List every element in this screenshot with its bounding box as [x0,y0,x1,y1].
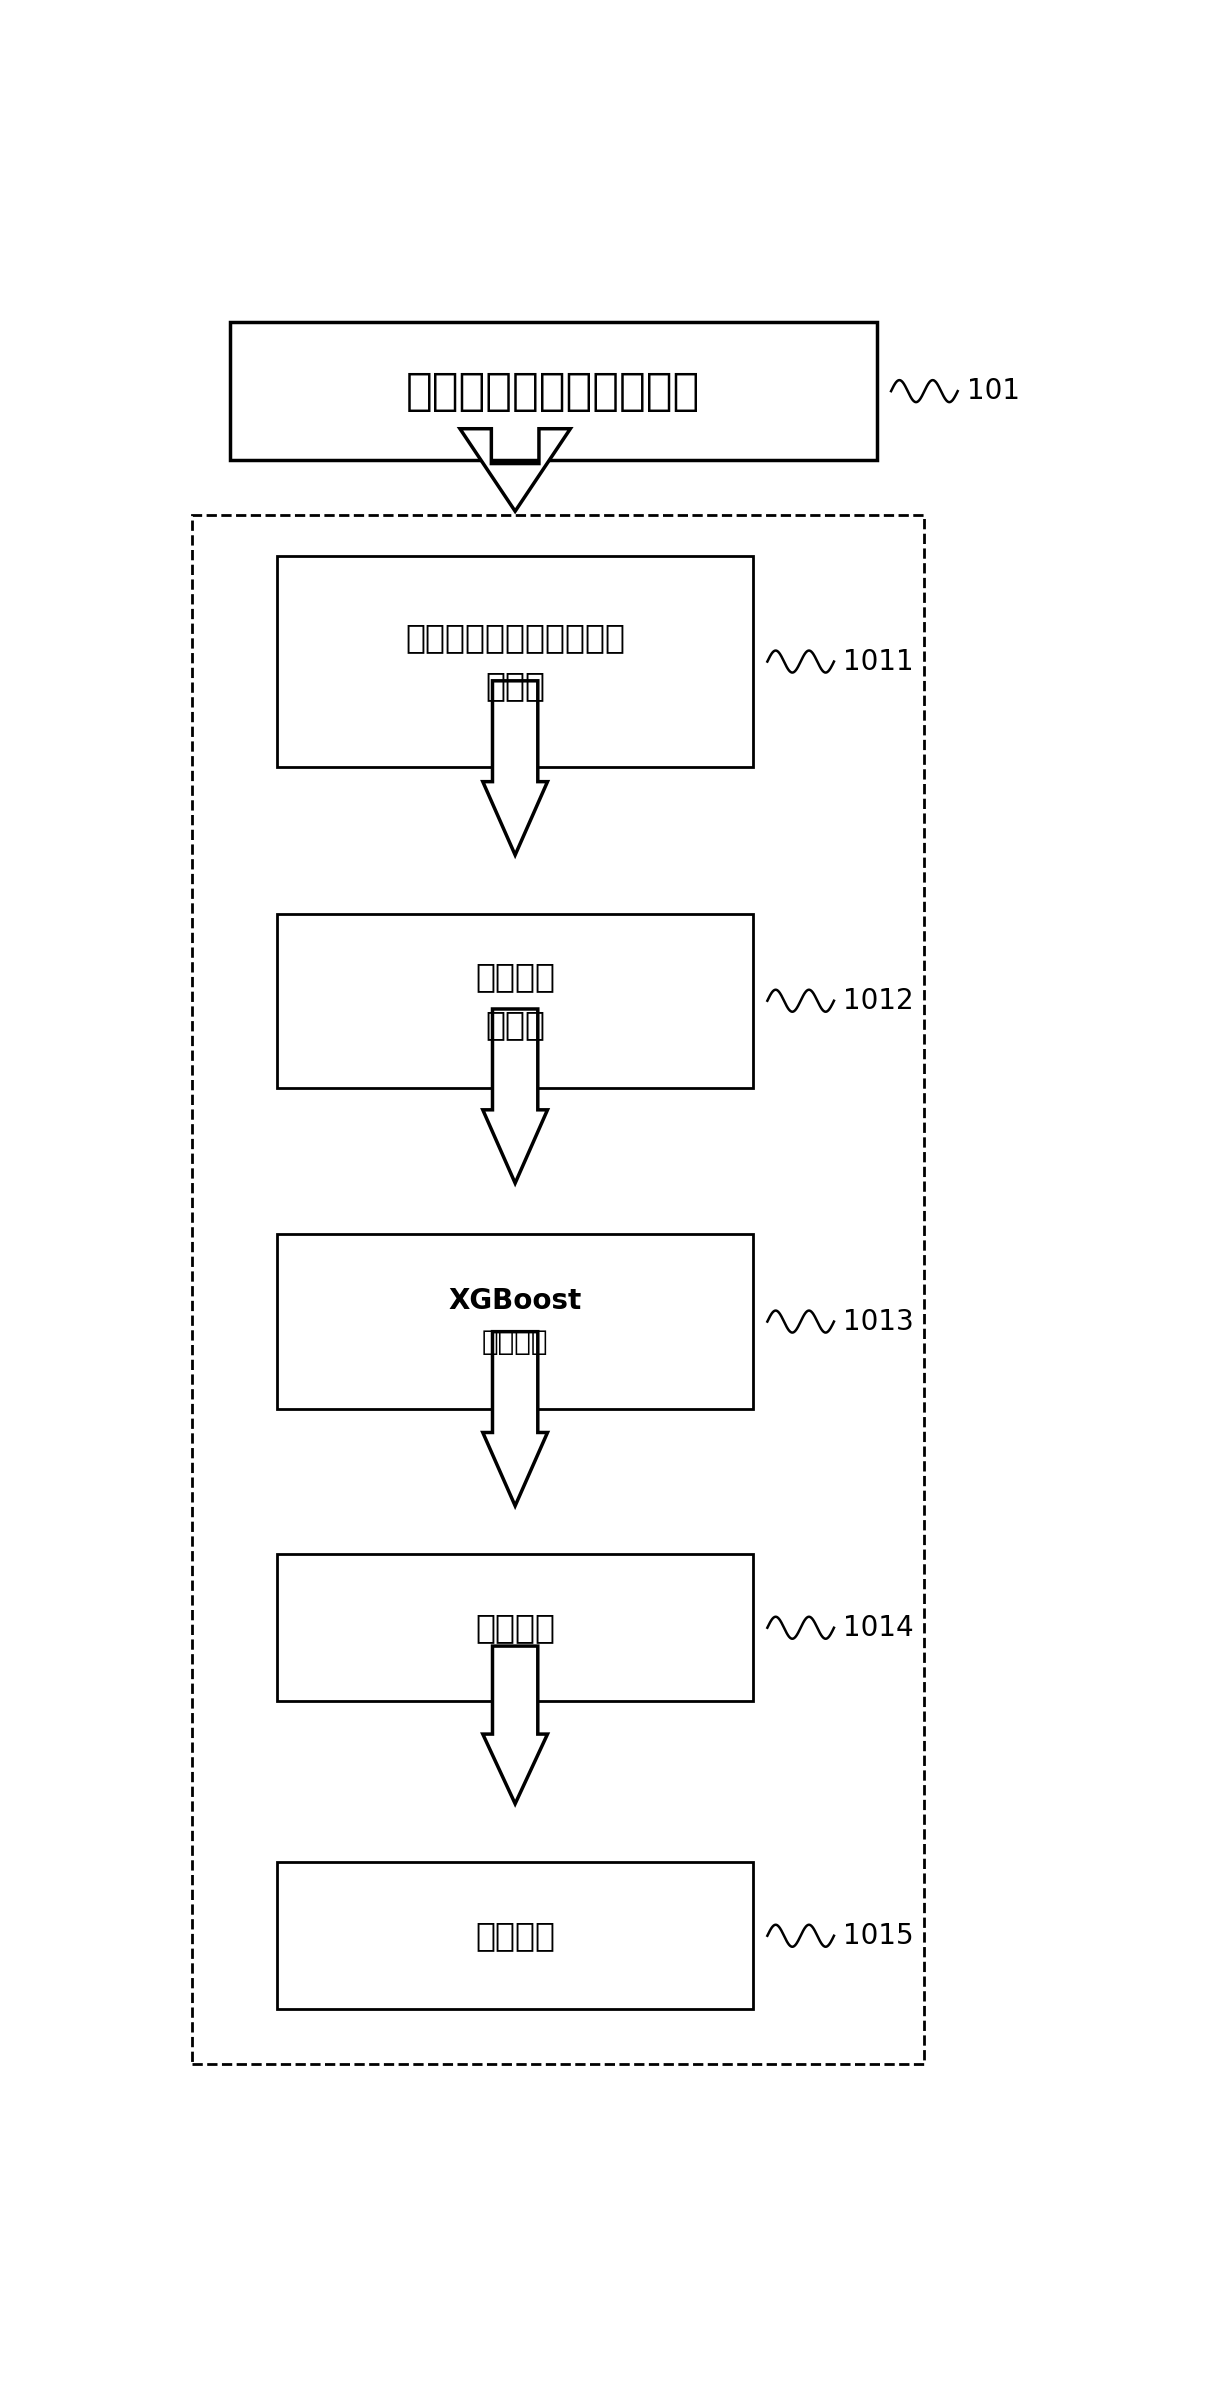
Bar [278,914,753,1088]
Text: 1015: 1015 [844,1921,914,1950]
Polygon shape [483,1645,548,1805]
Bar [278,1862,753,2010]
Text: 1014: 1014 [844,1614,914,1643]
Bar [278,1555,753,1700]
Text: 1011: 1011 [844,648,914,676]
Text: 1013: 1013 [844,1307,914,1336]
Text: 101: 101 [968,376,1020,405]
Text: 建立精神病高危识别模型: 建立精神病高危识别模型 [406,369,700,412]
Text: 获取筛查工具的数据为训
练特征: 获取筛查工具的数据为训 练特征 [405,621,625,702]
Bar [230,321,877,460]
Polygon shape [460,429,570,512]
Bar [192,514,925,2064]
Text: 训练特征
归一化: 训练特征 归一化 [475,960,555,1040]
Text: XGBoost
模型训练: XGBoost 模型训练 [448,1288,582,1357]
Text: 特征刷选: 特征刷选 [475,1612,555,1645]
Polygon shape [483,1010,548,1183]
Polygon shape [483,1331,548,1505]
Bar [278,557,753,767]
Bar [278,1233,753,1410]
Text: 特征精简: 特征精简 [475,1919,555,1952]
Polygon shape [483,681,548,855]
Text: 1012: 1012 [844,986,914,1014]
